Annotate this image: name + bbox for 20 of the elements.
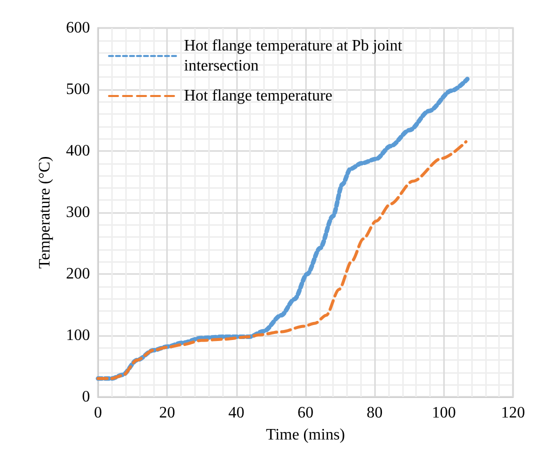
line-series bbox=[96, 76, 470, 381]
y-tick-label: 600 bbox=[66, 20, 90, 36]
y-tick-label: 100 bbox=[66, 327, 90, 344]
x-tick-label: 20 bbox=[159, 404, 176, 422]
line-series bbox=[96, 140, 468, 380]
x-tick-label: 100 bbox=[432, 404, 456, 422]
y-axis-title: Temperature (°C) bbox=[36, 156, 54, 269]
legend-label: Hot flange temperature at Pb joint intersection bbox=[184, 38, 406, 74]
x-tick-label: 0 bbox=[94, 404, 102, 422]
legend-label: Hot flange temperature bbox=[184, 88, 332, 104]
x-axis-title: Time (mins) bbox=[266, 426, 345, 444]
y-tick-label: 500 bbox=[66, 81, 90, 98]
x-tick-label: 120 bbox=[501, 404, 525, 422]
y-tick-label: 300 bbox=[66, 204, 90, 221]
x-tick-label: 80 bbox=[366, 404, 383, 422]
y-tick-label: 400 bbox=[66, 142, 90, 160]
y-tick-label: 0 bbox=[82, 388, 90, 406]
x-tick-label: 60 bbox=[298, 404, 314, 422]
y-tick-label: 200 bbox=[66, 266, 90, 282]
x-tick-label: 40 bbox=[228, 404, 244, 422]
